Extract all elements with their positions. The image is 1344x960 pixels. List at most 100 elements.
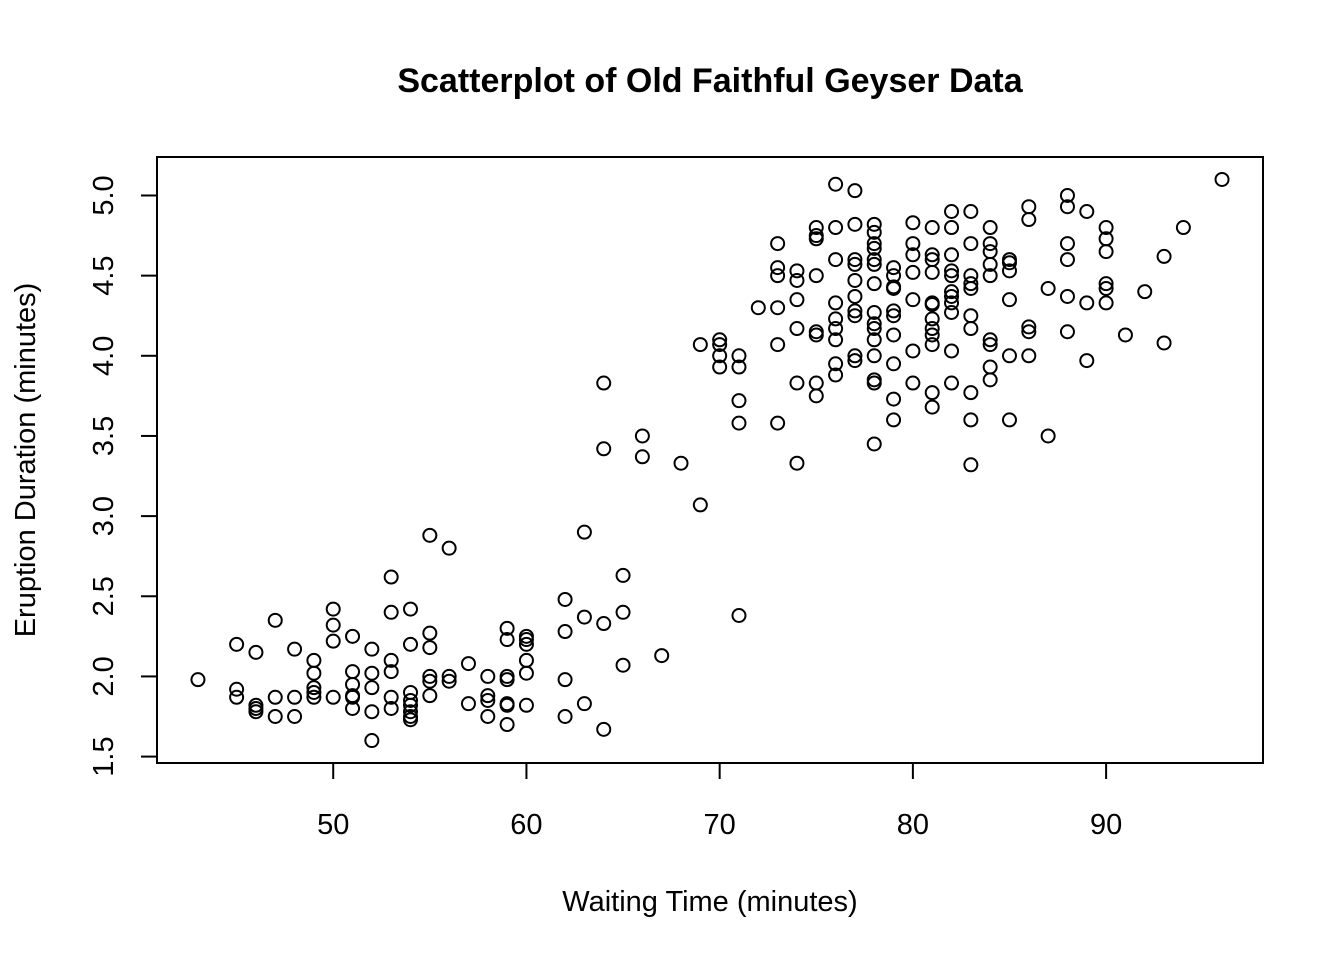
plot-frame [156,156,1264,764]
data-point [847,308,863,324]
data-point [808,375,824,391]
data-point [847,353,863,369]
data-point [287,689,303,705]
data-point [229,689,245,705]
data-point [518,636,534,652]
data-point [518,632,534,648]
data-point [905,215,921,231]
data-point [1059,236,1075,252]
data-point [615,567,631,583]
data-point [866,276,882,292]
data-point [345,664,361,680]
data-point [866,348,882,364]
data-point [1059,288,1075,304]
data-point [866,375,882,391]
data-point [789,321,805,337]
data-point [248,644,264,660]
data-point [422,625,438,641]
data-point [596,441,612,457]
data-point [789,272,805,288]
data-point [924,399,940,415]
data-point [808,220,824,236]
data-point [422,688,438,704]
data-point [229,681,245,697]
data-point [731,348,747,364]
data-points [190,171,1230,749]
data-point [267,709,283,725]
data-point [499,632,515,648]
data-point [847,256,863,272]
data-point [325,601,341,617]
data-point [847,303,863,319]
data-point [866,216,882,232]
data-point [828,176,844,192]
data-point [267,612,283,628]
data-point [499,672,515,688]
data-point [1040,428,1056,444]
data-point [596,616,612,632]
data-point [287,641,303,657]
data-point [808,327,824,343]
data-point [383,664,399,680]
data-point [982,220,998,236]
data-point [654,648,670,664]
data-point [403,601,419,617]
data-point [982,244,998,260]
data-point [1098,244,1114,260]
data-point [480,688,496,704]
data-point [982,236,998,252]
data-point [905,247,921,263]
data-point [944,247,960,263]
data-point [924,220,940,236]
data-point [460,696,476,712]
data-point [828,311,844,327]
data-point [403,712,419,728]
data-point [403,704,419,720]
data-point [847,252,863,268]
data-point [866,316,882,332]
data-point [518,697,534,713]
chart-title: Scatterplot of Old Faithful Geyser Data [397,62,1023,100]
data-point [886,327,902,343]
data-point [828,220,844,236]
data-point [886,412,902,428]
data-point [924,327,940,343]
data-point [905,343,921,359]
data-point [1079,353,1095,369]
data-point [557,672,573,688]
data-point [924,247,940,263]
data-point [190,672,206,688]
data-point [557,624,573,640]
data-point [480,668,496,684]
data-point [306,652,322,668]
data-point [982,332,998,348]
data-point [345,689,361,705]
data-point [905,375,921,391]
x-tick-label: 70 [704,809,736,841]
data-point [1098,220,1114,236]
data-point [345,700,361,716]
data-point [1001,255,1017,271]
data-point [460,656,476,672]
data-point [306,689,322,705]
data-point [229,636,245,652]
x-tick-label: 50 [317,809,349,841]
data-point [1137,284,1153,300]
data-point [248,700,264,716]
data-point [770,236,786,252]
data-point [963,276,979,292]
data-point [731,359,747,375]
data-point [596,375,612,391]
data-point [944,288,960,304]
data-point [944,375,960,391]
data-point [963,204,979,220]
data-point [1059,324,1075,340]
data-point [944,268,960,284]
x-tick-label: 90 [1090,809,1122,841]
data-point [499,697,515,713]
data-point [731,415,747,431]
data-point [499,620,515,636]
data-point [615,657,631,673]
data-point [634,428,650,444]
